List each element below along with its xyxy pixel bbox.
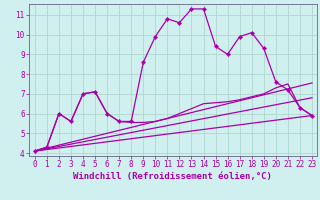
X-axis label: Windchill (Refroidissement éolien,°C): Windchill (Refroidissement éolien,°C): [73, 172, 272, 181]
